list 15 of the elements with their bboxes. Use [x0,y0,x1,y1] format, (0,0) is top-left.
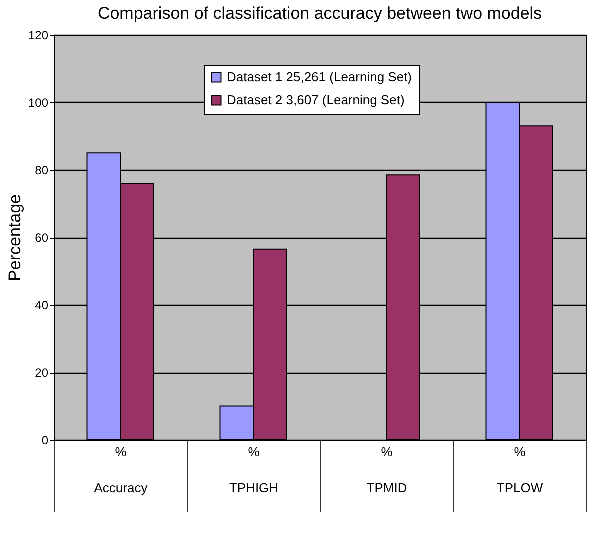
y-tick-label: 40 [35,298,49,312]
y-axis-title: Percentage [5,194,24,282]
category-label: % TPHIGH [229,444,279,496]
category-label: % TPMID [366,444,408,496]
y-tick-label: 0 [42,434,49,448]
y-tick-label: 80 [35,164,49,178]
legend-label: Dataset 1 25,261 (Learning Set) [227,70,412,84]
y-tick-label: 60 [35,231,49,245]
category-label: % TPLOW [496,444,544,496]
y-tick-label: 120 [28,28,49,42]
y-tick-label: 100 [28,96,49,110]
chart-title: Comparison of classification accuracy between two models [98,4,542,23]
category-label: % Accuracy [94,444,148,496]
legend-label: Dataset 2 3,607 (Learning Set) [227,92,405,108]
y-tick-label: 20 [35,366,49,380]
